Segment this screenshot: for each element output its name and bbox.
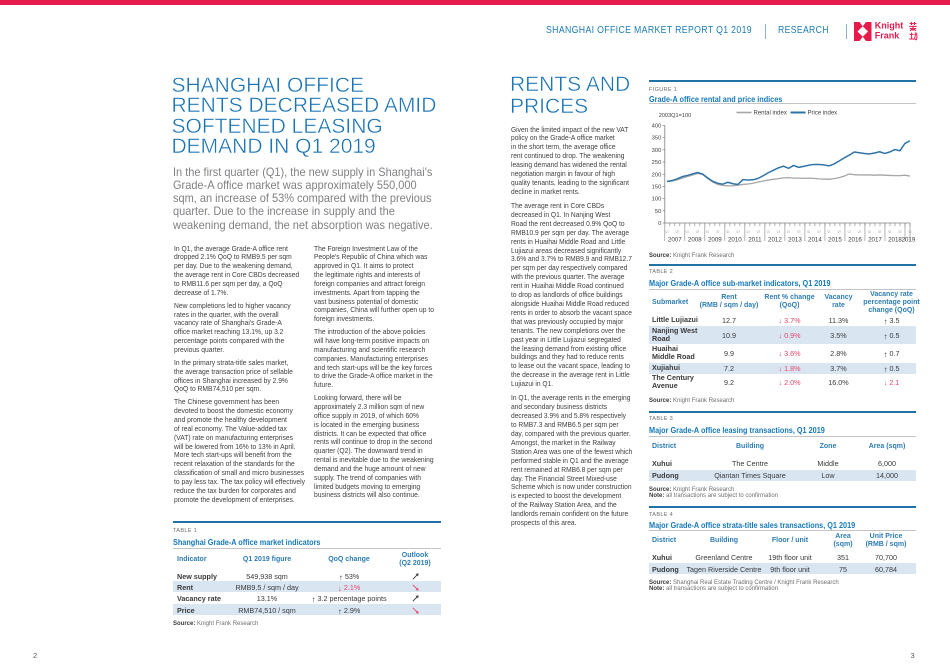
svg-text:Q1: Q1	[746, 230, 750, 234]
svg-text:Q3: Q3	[797, 230, 801, 234]
svg-text:Q3: Q3	[696, 230, 700, 234]
svg-text:Frank: Frank	[875, 31, 901, 41]
svg-text:2003Q1=100: 2003Q1=100	[659, 113, 692, 119]
svg-text:2008: 2008	[688, 236, 702, 243]
svg-text:Q3: Q3	[716, 230, 720, 234]
svg-text:2016: 2016	[848, 236, 862, 243]
svg-text:2013: 2013	[788, 236, 802, 243]
svg-text:Q1: Q1	[848, 230, 852, 234]
svg-text:Q3: Q3	[837, 230, 841, 234]
svg-text:2014: 2014	[808, 236, 822, 243]
svg-text:Q3: Q3	[736, 230, 740, 234]
svg-text:Q3: Q3	[675, 230, 679, 234]
svg-text:Q1: Q1	[868, 230, 872, 234]
svg-text:Q3: Q3	[817, 230, 821, 234]
svg-text:Q3: Q3	[878, 230, 882, 234]
svg-text:2019: 2019	[902, 236, 916, 243]
svg-text:2010: 2010	[728, 236, 742, 243]
svg-text:400: 400	[652, 124, 662, 130]
svg-text:200: 200	[652, 172, 662, 178]
svg-text:350: 350	[652, 136, 662, 142]
svg-text:2018: 2018	[888, 236, 902, 243]
svg-text:2007: 2007	[668, 236, 682, 243]
svg-text:Q3: Q3	[756, 230, 760, 234]
svg-text:Q1: Q1	[726, 230, 730, 234]
svg-text:Q1: Q1	[706, 230, 710, 234]
svg-text:Q3: Q3	[777, 230, 781, 234]
svg-text:Q1: Q1	[767, 230, 771, 234]
svg-text:Q3: Q3	[898, 230, 902, 234]
svg-text:Q1: Q1	[807, 230, 811, 234]
svg-text:2011: 2011	[748, 236, 762, 243]
svg-text:Q3: Q3	[858, 230, 862, 234]
svg-text:300: 300	[652, 148, 662, 154]
svg-text:Q1: Q1	[908, 230, 912, 234]
svg-text:150: 150	[652, 185, 662, 191]
svg-text:100: 100	[652, 197, 662, 203]
svg-text:Knight: Knight	[875, 21, 904, 31]
svg-text:2012: 2012	[768, 236, 782, 243]
svg-text:Q1: Q1	[888, 230, 892, 234]
svg-text:2009: 2009	[708, 236, 722, 243]
svg-text:0: 0	[658, 221, 661, 227]
svg-text:Price index: Price index	[808, 111, 838, 117]
svg-text:Q1: Q1	[827, 230, 831, 234]
svg-text:50: 50	[655, 209, 661, 215]
svg-text:2015: 2015	[828, 236, 842, 243]
svg-text:250: 250	[652, 160, 662, 166]
svg-text:Q1: Q1	[787, 230, 791, 234]
svg-text:Rental index: Rental index	[754, 111, 787, 117]
svg-text:Q1: Q1	[665, 230, 669, 234]
svg-text:Q1: Q1	[686, 230, 690, 234]
svg-text:2017: 2017	[868, 236, 882, 243]
